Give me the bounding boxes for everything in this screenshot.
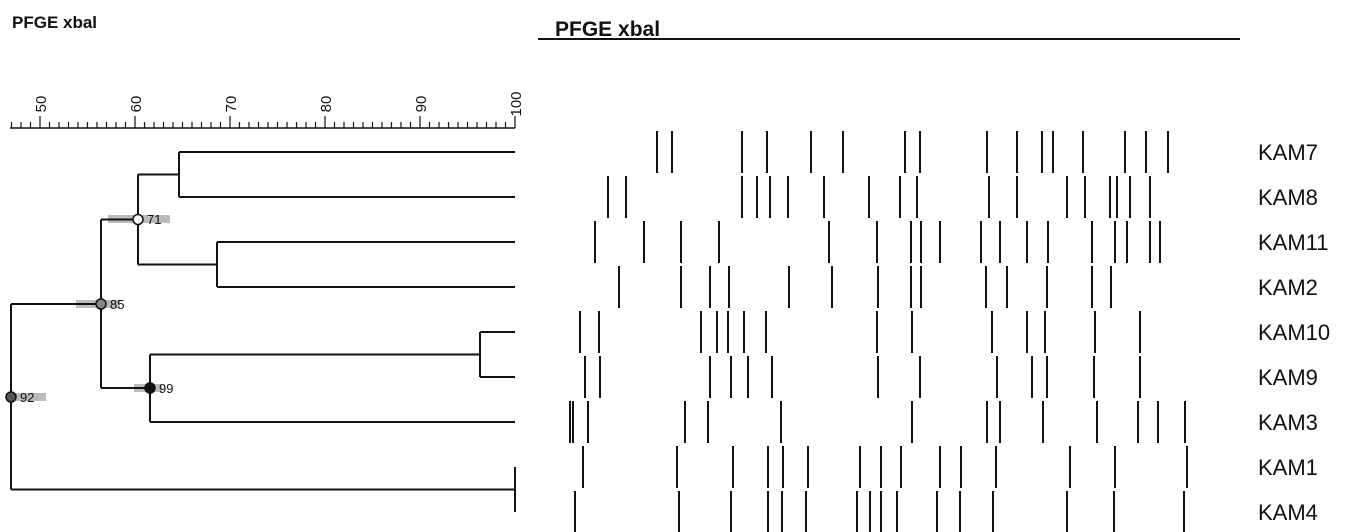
scale-label: 70 [223, 96, 240, 113]
scale-labels: 50 60 70 80 90 100 [33, 91, 525, 116]
lane-bands [585, 356, 1140, 398]
lane-labels: KAM7 KAM8 KAM11 KAM2 KAM10 KAM9 KAM3 KAM1 KAM4 [1258, 140, 1330, 525]
lane-label: KAM11 [1258, 230, 1329, 255]
lane-bands [575, 491, 1184, 532]
lane-label: KAM2 [1258, 275, 1318, 300]
lane-label: KAM7 [1258, 140, 1318, 165]
node-label: 92 [20, 390, 34, 405]
lane-label: KAM4 [1258, 500, 1318, 525]
lane-label: KAM9 [1258, 365, 1318, 390]
scale-label: 100 [508, 91, 525, 116]
node-bars [8, 215, 170, 401]
node-label: 85 [110, 297, 124, 312]
dendrogram-figure: PFGE xbal PFGE xbal 50 60 70 80 90 100 7… [0, 0, 1345, 532]
lane-bands [619, 266, 1111, 308]
lane-bands [583, 446, 1187, 488]
lane-label: KAM10 [1258, 320, 1330, 345]
lane-bands [595, 221, 1160, 263]
scale-label: 90 [413, 96, 430, 113]
lane-label: KAM3 [1258, 410, 1318, 435]
node-label: 71 [147, 212, 161, 227]
gel-lanes [570, 131, 1187, 532]
node [145, 383, 155, 393]
scale [10, 116, 515, 128]
scale-label: 50 [33, 96, 50, 113]
dendrogram-branches [11, 152, 515, 512]
lane-label: KAM1 [1258, 455, 1318, 480]
scale-label: 80 [318, 96, 335, 113]
nodes [6, 215, 155, 403]
node [96, 299, 106, 309]
lane-bands [580, 311, 1140, 353]
lane-bands [608, 176, 1150, 218]
node [6, 392, 16, 402]
scale-label: 60 [128, 96, 145, 113]
lane-bands [657, 131, 1168, 173]
lane-bands [570, 401, 1185, 443]
node [133, 215, 143, 225]
lane-label: KAM8 [1258, 185, 1318, 210]
right-title: PFGE xbal [555, 18, 660, 41]
node-label: 99 [159, 381, 173, 396]
left-title: PFGE xbal [12, 13, 97, 32]
